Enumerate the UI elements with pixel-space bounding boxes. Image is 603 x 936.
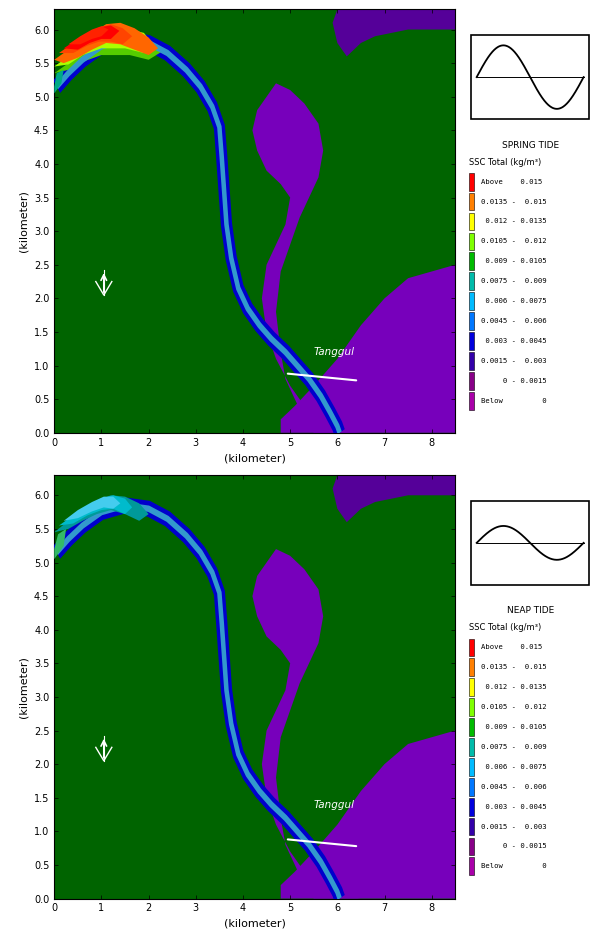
Text: Above    0.015: Above 0.015 bbox=[481, 179, 543, 184]
Text: Below         0: Below 0 bbox=[481, 398, 547, 403]
Text: 0 - 0.0015: 0 - 0.0015 bbox=[481, 378, 547, 384]
Polygon shape bbox=[54, 495, 148, 533]
FancyBboxPatch shape bbox=[469, 212, 475, 230]
Text: SSC Total (kg/m³): SSC Total (kg/m³) bbox=[469, 157, 541, 167]
FancyBboxPatch shape bbox=[469, 391, 475, 409]
Text: Above    0.015: Above 0.015 bbox=[481, 645, 543, 651]
Polygon shape bbox=[53, 497, 345, 902]
Text: 0.003 - 0.0045: 0.003 - 0.0045 bbox=[481, 804, 547, 810]
Polygon shape bbox=[53, 32, 345, 436]
Text: 0.0135 -  0.015: 0.0135 - 0.015 bbox=[481, 198, 547, 205]
Text: 0.0075 -  0.009: 0.0075 - 0.009 bbox=[481, 278, 547, 285]
FancyBboxPatch shape bbox=[469, 857, 475, 875]
Polygon shape bbox=[59, 495, 132, 525]
FancyBboxPatch shape bbox=[469, 352, 475, 370]
Polygon shape bbox=[281, 265, 455, 432]
X-axis label: (kilometer): (kilometer) bbox=[224, 453, 286, 463]
Polygon shape bbox=[64, 25, 119, 50]
FancyBboxPatch shape bbox=[469, 332, 475, 350]
FancyBboxPatch shape bbox=[469, 758, 475, 776]
Text: 0.012 - 0.0135: 0.012 - 0.0135 bbox=[481, 218, 547, 225]
Polygon shape bbox=[281, 730, 455, 899]
Text: 0.0135 -  0.015: 0.0135 - 0.015 bbox=[481, 665, 547, 670]
FancyBboxPatch shape bbox=[469, 698, 475, 716]
FancyBboxPatch shape bbox=[472, 501, 589, 585]
Text: 0.006 - 0.0075: 0.006 - 0.0075 bbox=[481, 764, 547, 770]
Polygon shape bbox=[55, 502, 342, 900]
FancyBboxPatch shape bbox=[469, 292, 475, 310]
FancyBboxPatch shape bbox=[469, 818, 475, 836]
FancyBboxPatch shape bbox=[469, 372, 475, 389]
Text: 0.012 - 0.0135: 0.012 - 0.0135 bbox=[481, 684, 547, 690]
Text: 0.0015 -  0.003: 0.0015 - 0.003 bbox=[481, 358, 547, 364]
FancyBboxPatch shape bbox=[469, 679, 475, 696]
X-axis label: (kilometer): (kilometer) bbox=[224, 919, 286, 929]
Polygon shape bbox=[54, 70, 64, 94]
FancyBboxPatch shape bbox=[469, 718, 475, 736]
Text: 0.009 - 0.0105: 0.009 - 0.0105 bbox=[481, 258, 547, 264]
Polygon shape bbox=[64, 497, 121, 520]
Polygon shape bbox=[55, 37, 342, 434]
FancyBboxPatch shape bbox=[469, 232, 475, 250]
FancyBboxPatch shape bbox=[469, 193, 475, 211]
Polygon shape bbox=[54, 35, 163, 73]
Text: 0.003 - 0.0045: 0.003 - 0.0045 bbox=[481, 338, 547, 344]
Polygon shape bbox=[54, 28, 153, 66]
Text: 0 - 0.0015: 0 - 0.0015 bbox=[481, 843, 547, 850]
Y-axis label: (kilometer): (kilometer) bbox=[18, 656, 28, 718]
Polygon shape bbox=[253, 475, 455, 899]
FancyBboxPatch shape bbox=[469, 838, 475, 856]
FancyBboxPatch shape bbox=[469, 739, 475, 756]
Polygon shape bbox=[253, 9, 455, 432]
FancyBboxPatch shape bbox=[472, 35, 589, 120]
Text: SPRING TIDE: SPRING TIDE bbox=[502, 140, 559, 150]
Text: Tanggul: Tanggul bbox=[314, 800, 355, 810]
Text: 0.0105 -  0.012: 0.0105 - 0.012 bbox=[481, 704, 547, 710]
Text: 0.0045 -  0.006: 0.0045 - 0.006 bbox=[481, 318, 547, 324]
Text: 0.0045 -  0.006: 0.0045 - 0.006 bbox=[481, 783, 547, 790]
FancyBboxPatch shape bbox=[469, 253, 475, 271]
Text: NEAP TIDE: NEAP TIDE bbox=[507, 607, 554, 615]
Text: Tanggul: Tanggul bbox=[314, 347, 355, 358]
Polygon shape bbox=[68, 26, 109, 44]
FancyBboxPatch shape bbox=[469, 272, 475, 290]
Polygon shape bbox=[333, 9, 455, 56]
Y-axis label: (kilometer): (kilometer) bbox=[18, 190, 28, 252]
Text: Below         0: Below 0 bbox=[481, 863, 547, 870]
FancyBboxPatch shape bbox=[469, 778, 475, 796]
FancyBboxPatch shape bbox=[469, 173, 475, 191]
FancyBboxPatch shape bbox=[469, 797, 475, 815]
Polygon shape bbox=[333, 475, 455, 522]
Text: 0.0075 -  0.009: 0.0075 - 0.009 bbox=[481, 744, 547, 750]
Polygon shape bbox=[54, 22, 158, 63]
Text: 0.006 - 0.0075: 0.006 - 0.0075 bbox=[481, 298, 547, 304]
FancyBboxPatch shape bbox=[469, 638, 475, 656]
Text: 0.0105 -  0.012: 0.0105 - 0.012 bbox=[481, 239, 547, 244]
Polygon shape bbox=[59, 24, 132, 53]
Text: SSC Total (kg/m³): SSC Total (kg/m³) bbox=[469, 623, 541, 633]
Polygon shape bbox=[54, 529, 66, 559]
Text: 0.0015 -  0.003: 0.0015 - 0.003 bbox=[481, 824, 547, 829]
FancyBboxPatch shape bbox=[469, 312, 475, 329]
Text: 0.009 - 0.0105: 0.009 - 0.0105 bbox=[481, 724, 547, 730]
FancyBboxPatch shape bbox=[469, 659, 475, 676]
